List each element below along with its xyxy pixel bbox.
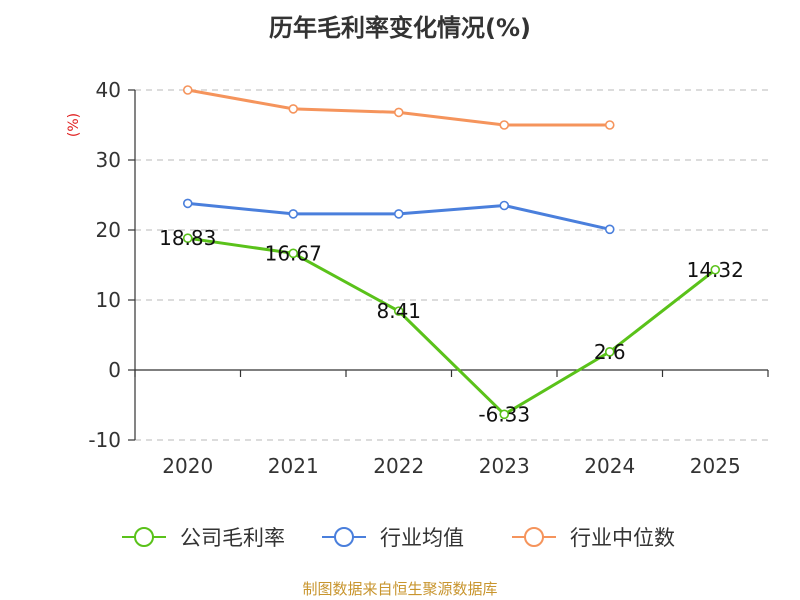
data-label: 16.67 (265, 241, 322, 265)
data-point (288, 248, 299, 259)
data-label: -6.33 (478, 402, 530, 426)
y-tick-label: 20 (96, 218, 121, 242)
data-label: 18.83 (159, 226, 216, 250)
data-point (393, 209, 404, 219)
x-tick-label: 2025 (690, 454, 741, 478)
y-tick-label: 40 (96, 78, 121, 102)
data-point (604, 224, 615, 235)
y-tick-label: -10 (88, 428, 121, 452)
legend-label: 行业中位数 (570, 526, 675, 550)
series-line (187, 236, 717, 417)
data-point (182, 233, 193, 243)
y-tick-label: 10 (96, 288, 121, 312)
y-axis-label: (%) (66, 113, 82, 137)
data-point (604, 346, 615, 357)
y-tick-label: 0 (108, 358, 121, 382)
x-tick-label: 2024 (584, 454, 635, 478)
legend-label: 公司毛利率 (180, 526, 285, 550)
data-point (604, 120, 615, 130)
data-label: 2.6 (594, 340, 626, 364)
chart-title: 历年毛利率变化情况(%) (269, 14, 531, 42)
legend-marker (134, 527, 154, 547)
x-tick-label: 2020 (162, 454, 213, 478)
legend-marker (334, 527, 354, 547)
legend-marker (524, 527, 544, 547)
x-tick-label: 2022 (373, 454, 424, 478)
data-point (182, 85, 193, 95)
data-point (499, 200, 510, 211)
data-point (499, 120, 510, 130)
data-point (393, 107, 404, 118)
data-point (499, 409, 510, 420)
data-point (710, 264, 721, 275)
x-tick-label: 2023 (479, 454, 530, 478)
y-tick-label: 30 (96, 148, 121, 172)
data-point (182, 198, 193, 209)
data-point (288, 209, 299, 219)
source-footer: 制图数据来自恒生聚源数据库 (302, 580, 498, 598)
x-tick-label: 2021 (268, 454, 319, 478)
series-line (187, 88, 610, 127)
data-label: 8.41 (376, 299, 421, 323)
data-point (288, 104, 299, 114)
legend-label: 行业均值 (380, 526, 464, 550)
data-point (393, 306, 404, 316)
data-label: 14.32 (687, 258, 744, 282)
